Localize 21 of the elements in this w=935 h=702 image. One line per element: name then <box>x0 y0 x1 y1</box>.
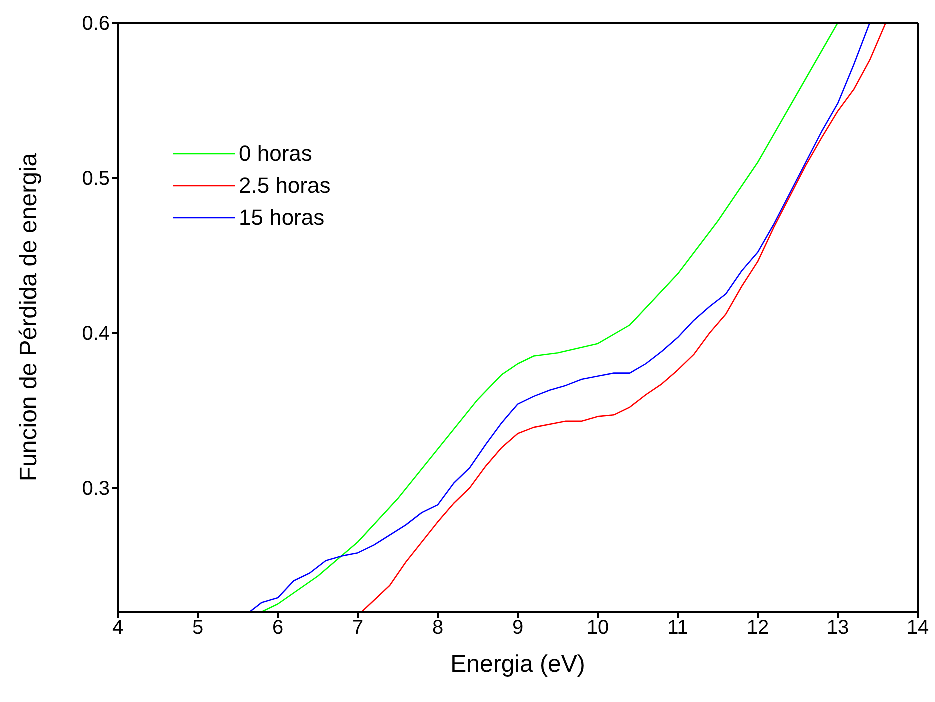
y-axis-title: Funcion de Pérdida de energia <box>16 152 43 482</box>
legend-label: 0 horas <box>239 140 312 168</box>
line-series <box>361 23 887 612</box>
y-tick-label: 0.4 <box>82 323 110 346</box>
x-tick-label: 14 <box>906 617 930 640</box>
x-tick-label: 10 <box>586 617 610 640</box>
x-tick-label: 7 <box>352 617 364 640</box>
x-tick-label: 11 <box>668 617 688 640</box>
y-tick-label: 0.3 <box>82 478 110 500</box>
x-tick-label: 9 <box>512 617 524 640</box>
legend-label: 2.5 horas <box>239 172 331 200</box>
x-tick-label: 5 <box>192 617 204 640</box>
x-tick-label: 13 <box>826 617 850 640</box>
x-tick-label: 4 <box>112 617 124 640</box>
x-tick-label: 6 <box>272 617 284 640</box>
x-axis-title: Energia (eV) <box>450 651 586 678</box>
legend-label: 15 horas <box>239 204 325 232</box>
x-tick-label: 12 <box>746 617 770 640</box>
x-tick-label: 8 <box>432 617 444 640</box>
y-tick-label: 0.5 <box>82 168 110 190</box>
y-tick-label: 0.6 <box>82 13 110 36</box>
